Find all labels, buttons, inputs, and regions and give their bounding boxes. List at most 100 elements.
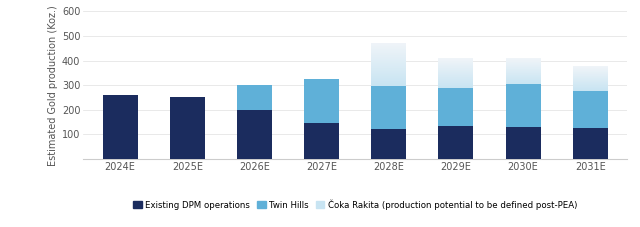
Bar xyxy=(573,71,608,72)
Bar xyxy=(573,69,608,70)
Bar xyxy=(438,62,474,63)
Bar xyxy=(506,74,541,75)
Bar xyxy=(506,63,541,64)
Bar xyxy=(371,63,406,64)
Bar xyxy=(371,75,406,76)
Bar xyxy=(438,82,474,83)
Bar xyxy=(438,73,474,74)
Bar xyxy=(438,76,474,77)
Bar xyxy=(438,83,474,84)
Bar xyxy=(371,85,406,86)
Bar xyxy=(573,80,608,81)
Bar xyxy=(506,73,541,74)
Bar xyxy=(506,84,541,127)
Bar xyxy=(304,79,339,123)
Bar xyxy=(573,82,608,83)
Bar xyxy=(506,70,541,71)
Bar xyxy=(573,83,608,84)
Bar xyxy=(371,82,406,83)
Bar xyxy=(438,58,474,59)
Bar xyxy=(371,80,406,81)
Bar xyxy=(371,67,406,68)
Bar xyxy=(506,65,541,66)
Bar xyxy=(438,84,474,85)
Bar xyxy=(237,85,272,110)
Bar xyxy=(371,65,406,66)
Bar xyxy=(438,69,474,70)
Bar xyxy=(573,86,608,87)
Bar xyxy=(438,70,474,71)
Bar xyxy=(438,81,474,82)
Bar xyxy=(438,80,474,81)
Bar xyxy=(573,78,608,79)
Bar xyxy=(371,47,406,48)
Bar xyxy=(371,44,406,45)
Bar xyxy=(573,85,608,86)
Bar xyxy=(371,46,406,47)
Bar xyxy=(573,76,608,77)
Bar xyxy=(438,61,474,62)
Bar xyxy=(371,83,406,84)
Bar xyxy=(371,70,406,71)
Bar xyxy=(438,86,474,87)
Bar xyxy=(438,88,474,126)
Bar xyxy=(506,68,541,69)
Bar xyxy=(506,80,541,81)
Bar xyxy=(506,75,541,76)
Bar xyxy=(506,77,541,78)
Bar xyxy=(573,128,608,159)
Bar xyxy=(371,84,406,85)
Bar xyxy=(371,56,406,57)
Bar xyxy=(438,71,474,72)
Bar xyxy=(573,72,608,73)
Bar xyxy=(371,79,406,80)
Legend: Existing DPM operations, Twin Hills, Čoka Rakita (production potential to be def: Existing DPM operations, Twin Hills, Čok… xyxy=(130,196,580,213)
Bar xyxy=(371,86,406,129)
Bar xyxy=(438,126,474,159)
Bar xyxy=(438,65,474,66)
Bar xyxy=(506,78,541,79)
Bar xyxy=(506,83,541,84)
Bar xyxy=(371,43,406,44)
Bar xyxy=(170,97,205,159)
Bar xyxy=(371,60,406,61)
Bar xyxy=(371,52,406,53)
Bar xyxy=(573,67,608,68)
Bar xyxy=(573,79,608,80)
Bar xyxy=(371,59,406,60)
Bar xyxy=(573,74,608,75)
Bar xyxy=(371,58,406,59)
Bar xyxy=(438,60,474,61)
Bar xyxy=(573,66,608,67)
Bar xyxy=(506,81,541,82)
Bar xyxy=(573,88,608,89)
Bar xyxy=(371,129,406,159)
Bar xyxy=(506,60,541,61)
Bar xyxy=(102,95,138,159)
Bar xyxy=(438,75,474,76)
Bar xyxy=(371,50,406,51)
Bar xyxy=(371,68,406,69)
Bar xyxy=(506,79,541,80)
Bar xyxy=(371,71,406,72)
Bar xyxy=(438,87,474,88)
Bar xyxy=(438,59,474,60)
Bar xyxy=(506,64,541,65)
Bar xyxy=(237,110,272,159)
Bar xyxy=(371,55,406,56)
Bar xyxy=(506,127,541,159)
Bar xyxy=(573,75,608,76)
Bar xyxy=(371,45,406,46)
Bar xyxy=(573,91,608,128)
Bar xyxy=(438,85,474,86)
Bar xyxy=(506,58,541,59)
Bar xyxy=(371,78,406,79)
Bar xyxy=(506,76,541,77)
Bar xyxy=(573,68,608,69)
Bar xyxy=(438,79,474,80)
Bar xyxy=(371,73,406,74)
Bar xyxy=(506,59,541,60)
Bar xyxy=(438,74,474,75)
Bar xyxy=(506,66,541,67)
Bar xyxy=(506,67,541,68)
